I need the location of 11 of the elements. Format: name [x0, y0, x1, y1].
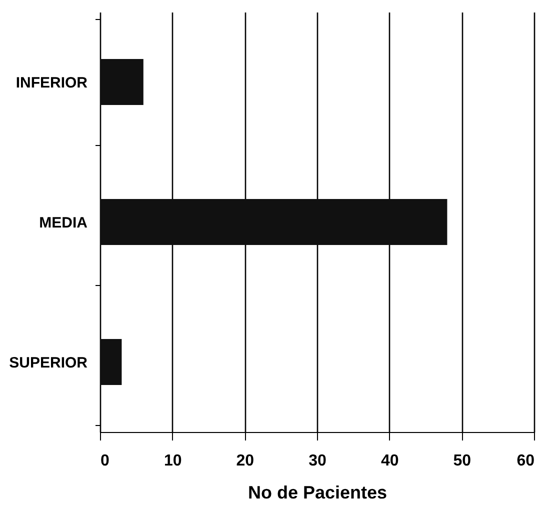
- x-tick-label: 20: [236, 452, 254, 470]
- y-tick-label: INFERIOR: [16, 74, 88, 92]
- x-tick-label: 10: [164, 452, 182, 470]
- x-tick-label: 60: [516, 452, 535, 470]
- x-tick-label: 0: [100, 452, 110, 470]
- y-tick-label: SUPERIOR: [9, 354, 88, 372]
- x-tick-label: 30: [308, 452, 326, 470]
- x-tick-label: 50: [453, 452, 472, 470]
- x-tick-label: 40: [380, 452, 399, 470]
- y-tick-label: MEDIA: [39, 214, 88, 232]
- x-axis-title: No de Pacientes: [248, 482, 388, 502]
